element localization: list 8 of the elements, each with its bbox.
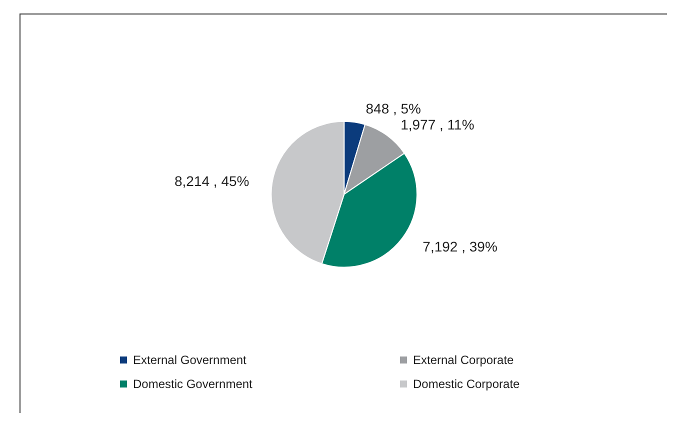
data-label: 1,977 , 11% bbox=[400, 116, 474, 132]
data-label: 8,214 , 45% bbox=[174, 172, 250, 189]
legend-label: External Corporate bbox=[413, 353, 514, 367]
legend-label: Domestic Government bbox=[133, 377, 254, 391]
data-label: 7,192 , 39% bbox=[422, 238, 498, 254]
data-label: 848 , 5% bbox=[366, 100, 422, 116]
legend-label: Domestic Corporate bbox=[413, 377, 520, 391]
legend-label: External Government bbox=[133, 353, 248, 367]
